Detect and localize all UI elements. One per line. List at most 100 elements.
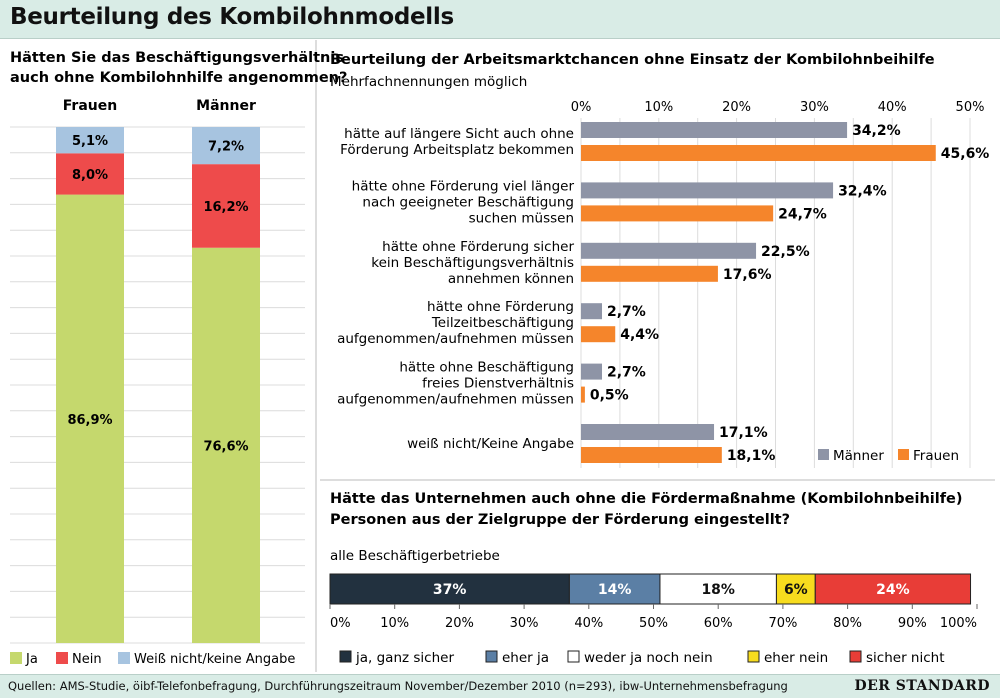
chart3-legend-swatch: [849, 650, 862, 663]
chart1-bar-segment: [56, 153, 124, 195]
source-note: Quellen: AMS-Studie, öibf-Telefonbefragu…: [8, 679, 788, 693]
chart2-category-label: hätte ohne Förderung viel länger: [352, 178, 575, 194]
chart3-bar-segment: [329, 573, 570, 605]
chart1-bar-segment: [192, 247, 260, 643]
chart3-tick-label: 0%: [330, 616, 351, 631]
chart2-bar: [581, 122, 848, 138]
chart3-tick-label: 20%: [445, 616, 474, 631]
chart2-bar: [581, 205, 774, 222]
chart2-value-label: 4,4%: [620, 327, 659, 343]
chart1-legend-label: Ja: [25, 652, 38, 667]
chart3-value-label: 18%: [701, 582, 735, 598]
chart2-bar: [581, 447, 722, 463]
chart-employers: Hätte das Unternehmen auch ohne die Förd…: [329, 491, 978, 666]
chart3-legend-swatch: [567, 650, 580, 663]
chart3-tick-label: 10%: [380, 616, 409, 631]
chart2-bar: [581, 386, 585, 403]
chart1-category-label: Männer: [196, 98, 256, 114]
chart1-title-line: Hätten Sie das Beschäftigungsverhältnis: [10, 50, 344, 66]
chart2-value-label: 32,4%: [838, 183, 887, 199]
chart3-legend-label: ja, ganz sicher: [355, 650, 454, 666]
footer-bar: Quellen: AMS-Studie, öibf-Telefonbefragu…: [0, 674, 1000, 698]
chart3-bar-segment: [659, 573, 777, 605]
chart3-tick-label: 60%: [704, 616, 733, 631]
chart1-legend-swatch: [10, 652, 22, 664]
chart3-value-label: 6%: [784, 582, 808, 598]
chart2-subtitle: Mehrfachnennungen möglich: [330, 74, 527, 90]
chart2-category-label: hätte auf längere Sicht auch ohne: [344, 126, 574, 142]
chart2-legend-swatch: [898, 449, 909, 460]
chart2-bar: [581, 242, 757, 259]
chart2-legend-swatch: [818, 449, 829, 460]
chart1-bar-segment: [56, 127, 124, 154]
chart2-value-label: 24,7%: [778, 206, 827, 222]
chart2-category-label: hätte ohne Förderung: [427, 299, 574, 315]
chart1-value-label: 5,1%: [72, 134, 108, 149]
chart3-legend-swatch: [339, 650, 352, 663]
chart2-tick-label: 10%: [644, 100, 673, 115]
chart2-tick-label: 20%: [722, 100, 751, 115]
chart2-value-label: 45,6%: [941, 146, 990, 162]
chart1-value-label: 7,2%: [208, 140, 244, 155]
chart3-bar-segment: [568, 573, 661, 605]
chart3-tick-label: 80%: [833, 616, 862, 631]
chart2-bar: [581, 424, 715, 440]
chart2-category-label: aufgenommen/aufnehmen müssen: [337, 331, 574, 347]
chart1-title-line: auch ohne Kombilohnhilfe angenommen?: [10, 70, 347, 86]
chart2-tick-label: 50%: [956, 100, 985, 115]
chart3-bar-segment: [814, 573, 972, 605]
chart2-category-label: Förderung Arbeitsplatz bekommen: [340, 142, 574, 158]
chart3-tick-label: 40%: [574, 616, 603, 631]
chart1-legend-swatch: [56, 652, 68, 664]
page-title: Beurteilung des Kombilohnmodells: [10, 4, 454, 30]
chart3-legend-swatch: [747, 650, 760, 663]
chart3-category-label: alle Beschäftigerbetriebe: [330, 548, 500, 564]
chart3-legend-swatch: [485, 650, 498, 663]
chart1-legend-label: Weiß nicht/keine Angabe: [134, 652, 295, 667]
chart2-value-label: 2,7%: [607, 365, 646, 381]
chart2-tick-label: 0%: [571, 100, 592, 115]
chart2-category-label: weiß nicht/Keine Angabe: [407, 436, 574, 452]
chart1-value-label: 76,6%: [203, 439, 248, 454]
chart2-tick-label: 30%: [800, 100, 829, 115]
chart2-legend-label: Männer: [833, 448, 884, 464]
chart1-bar-segment: [56, 194, 124, 643]
chart2-category-label: nach geeigneter Beschäftigung: [362, 194, 574, 210]
chart1-bar-segment: [192, 127, 260, 165]
chart2-category-label: suchen müssen: [469, 210, 574, 226]
chart1-legend-swatch: [118, 652, 130, 664]
chart2-value-label: 17,6%: [723, 267, 772, 283]
chart1-category-label: Frauen: [63, 98, 117, 114]
chart2-category-label: kein Beschäftigungsverhältnis: [371, 255, 574, 271]
chart2-category-label: Teilzeitbeschäftigung: [431, 315, 574, 331]
chart2-value-label: 22,5%: [761, 244, 810, 260]
chart2-tick-label: 40%: [878, 100, 907, 115]
chart2-category-label: hätte ohne Förderung sicher: [382, 239, 574, 255]
chart3-title-line: Personen aus der Zielgruppe der Förderun…: [330, 512, 790, 528]
chart2-bar: [581, 326, 616, 343]
chart1-value-label: 86,9%: [67, 413, 112, 428]
chart2-category-label: annehmen können: [448, 271, 574, 287]
chart3-legend-label: eher ja: [502, 650, 549, 666]
chart2-category-label: aufgenommen/aufnehmen müssen: [337, 392, 574, 408]
title-bar: Beurteilung des Kombilohnmodells: [0, 0, 1000, 39]
chart3-legend-label: sicher nicht: [866, 650, 945, 666]
chart2-category-label: hätte ohne Beschäftigung: [399, 360, 574, 376]
chart1-legend-label: Nein: [72, 652, 102, 667]
chart3-tick-label: 90%: [898, 616, 927, 631]
chart2-value-label: 2,7%: [607, 304, 646, 320]
chart3-value-label: 24%: [876, 582, 910, 598]
chart3-value-label: 14%: [598, 582, 632, 598]
chart1-value-label: 16,2%: [203, 200, 248, 215]
chart-labour-market: Beurteilung der Arbeitsmarktchancen ohne…: [330, 52, 989, 468]
chart2-bar: [581, 182, 834, 199]
chart3-tick-label: 70%: [768, 616, 797, 631]
chart3-tick-label: 100%: [940, 616, 977, 631]
chart2-bar: [581, 363, 603, 380]
brand-logo: DER STANDARD: [854, 678, 990, 694]
chart3-legend-label: eher nein: [764, 650, 828, 666]
chart1-value-label: 8,0%: [72, 168, 108, 183]
chart1-bar-segment: [192, 164, 260, 248]
chart2-value-label: 34,2%: [852, 123, 901, 139]
